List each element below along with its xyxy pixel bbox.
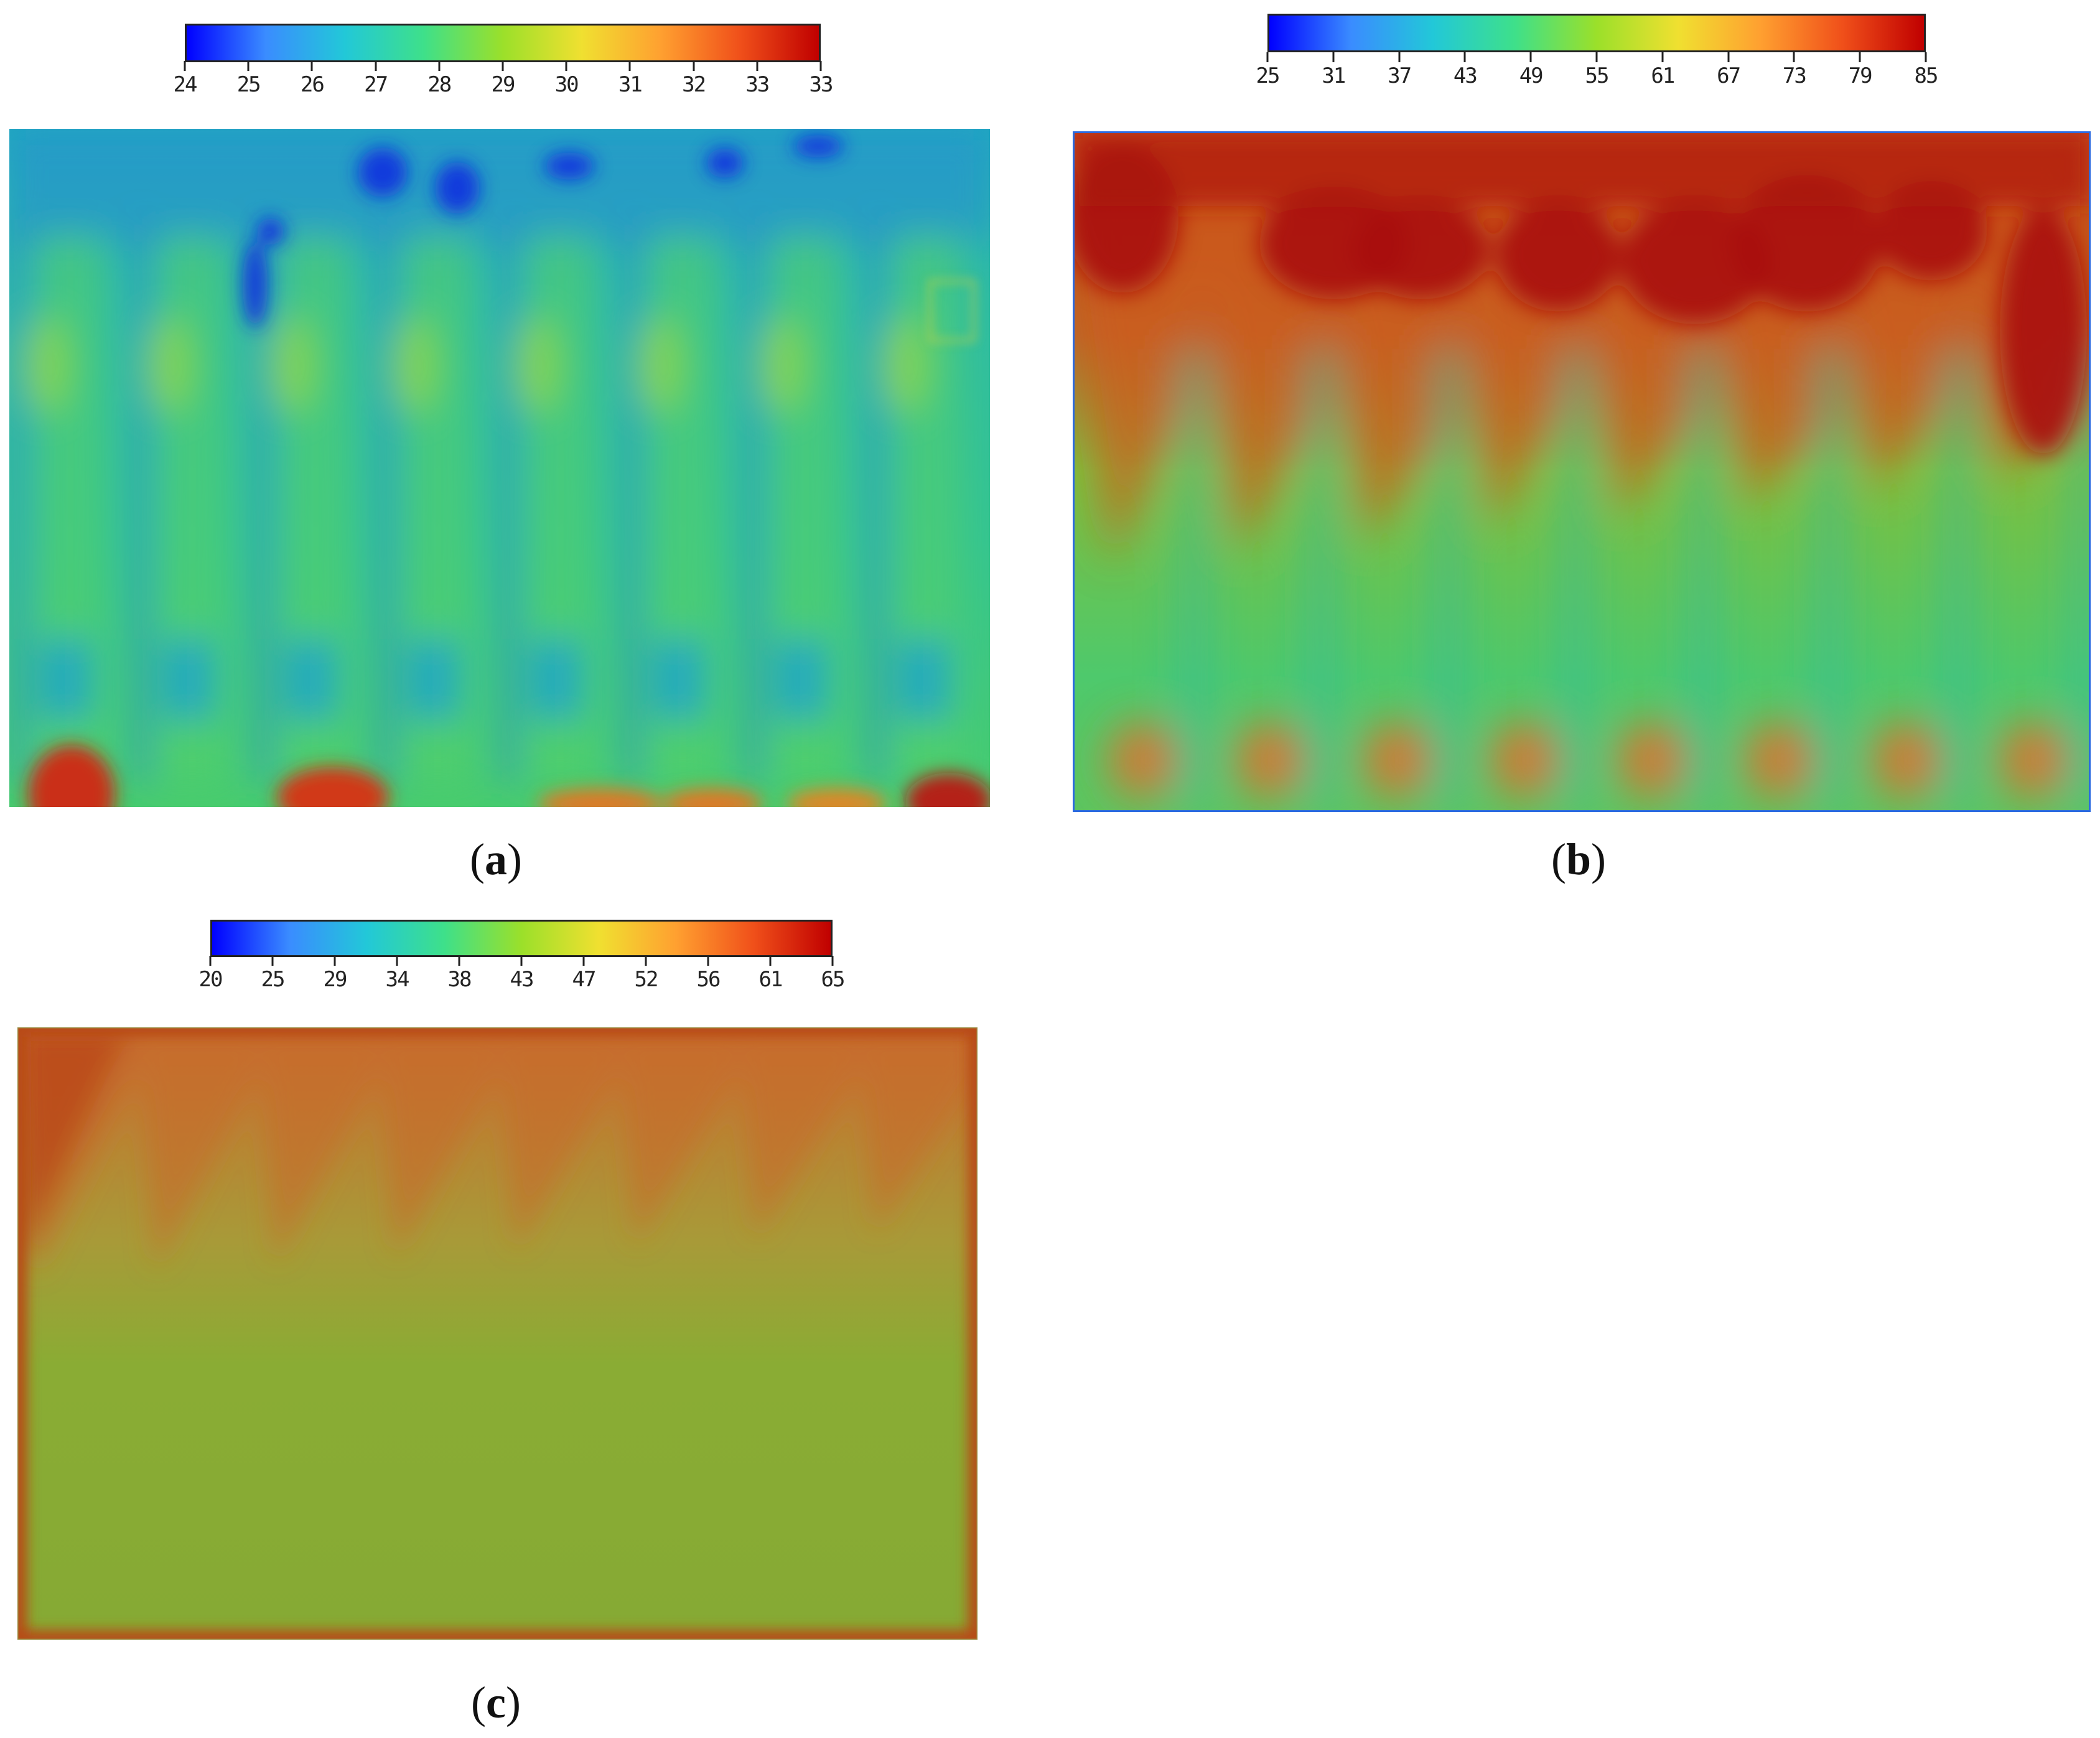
colorbar-tick-label: 25 — [261, 967, 286, 992]
colorbar-a-gradient — [185, 24, 821, 62]
caption-b: (b) — [1551, 834, 1606, 885]
colorbar-c: 20 25 29 34 38 43 47 52 56 61 65 — [199, 920, 845, 992]
colorbar-tick-label: 55 — [1585, 63, 1610, 88]
colorbar-tick-mark — [1859, 52, 1861, 62]
colorbar-tick-mark — [645, 956, 647, 966]
colorbar-tick-label: 49 — [1519, 63, 1544, 88]
colorbar-tick-label: 29 — [491, 72, 516, 97]
colorbar-tick-mark — [1595, 52, 1598, 62]
colorbar-tick-label: 61 — [758, 967, 783, 992]
colorbar-tick-mark — [1793, 52, 1795, 62]
colorbar-tick-mark — [756, 61, 758, 71]
colorbar-a-ticks: 24 25 26 27 28 29 30 31 32 33 33 — [174, 61, 833, 103]
colorbar-tick-mark — [375, 61, 377, 71]
colorbar-tick-mark — [334, 956, 336, 966]
colorbar-tick-mark — [438, 61, 441, 71]
colorbar-tick-mark — [1266, 52, 1269, 62]
colorbar-tick-label: 73 — [1782, 63, 1807, 88]
caption-b-close: ) — [1591, 834, 1607, 884]
heatmap-b — [1073, 131, 2091, 812]
colorbar-tick-label: 30 — [554, 72, 579, 97]
colorbar-tick-label: 79 — [1848, 63, 1873, 88]
heatmap-a — [9, 129, 990, 807]
colorbar-tick-mark — [502, 61, 504, 71]
caption-c-close: ) — [505, 1678, 521, 1727]
colorbar-tick-mark — [693, 61, 695, 71]
colorbar-tick-label: 52 — [634, 967, 659, 992]
colorbar-tick-label: 31 — [618, 72, 643, 97]
colorbar-tick-label: 25 — [236, 72, 261, 97]
colorbar-tick-label: 28 — [427, 72, 452, 97]
colorbar-tick-label: 56 — [696, 967, 721, 992]
colorbar-tick-label: 29 — [323, 967, 348, 992]
caption-b-letter: b — [1566, 834, 1592, 884]
caption-a: (a) — [470, 834, 522, 885]
colorbar-a: 24 25 26 27 28 29 30 31 32 33 33 — [174, 24, 833, 97]
colorbar-tick-label: 85 — [1914, 63, 1939, 88]
caption-b-open: ( — [1551, 834, 1566, 884]
colorbar-tick-mark — [831, 956, 834, 966]
colorbar-tick-label: 20 — [198, 967, 223, 992]
colorbar-tick-mark — [1727, 52, 1730, 62]
colorbar-tick-mark — [565, 61, 567, 71]
colorbar-tick-mark — [707, 956, 709, 966]
caption-a-open: ( — [470, 834, 485, 884]
colorbar-tick-label: 26 — [300, 72, 325, 97]
colorbar-tick-label: 47 — [572, 967, 597, 992]
colorbar-tick-mark — [520, 956, 523, 966]
colorbar-tick-mark — [184, 61, 186, 71]
colorbar-tick-mark — [628, 61, 631, 71]
colorbar-b: 25 31 37 43 49 55 61 67 73 79 85 — [1256, 14, 1938, 88]
colorbar-tick-mark — [582, 956, 585, 966]
colorbar-tick-label: 31 — [1322, 63, 1346, 88]
colorbar-tick-mark — [396, 956, 398, 966]
colorbar-tick-label: 34 — [385, 967, 410, 992]
caption-c-open: ( — [471, 1678, 487, 1727]
colorbar-b-ticks: 25 31 37 43 49 55 61 67 73 79 85 — [1256, 52, 1938, 95]
colorbar-tick-mark — [1332, 52, 1335, 62]
heatmap-c — [17, 1027, 978, 1640]
colorbar-tick-mark — [1529, 52, 1532, 62]
colorbar-tick-mark — [819, 61, 822, 71]
colorbar-tick-label: 33 — [809, 72, 834, 97]
colorbar-tick-mark — [1398, 52, 1401, 62]
caption-a-letter: a — [485, 834, 507, 884]
colorbar-tick-label: 25 — [1256, 63, 1281, 88]
colorbar-tick-mark — [209, 956, 212, 966]
caption-c: (c) — [471, 1677, 521, 1729]
colorbar-tick-mark — [1661, 52, 1664, 62]
colorbar-tick-label: 43 — [1453, 63, 1478, 88]
caption-c-letter: c — [486, 1678, 506, 1727]
colorbar-tick-mark — [769, 956, 772, 966]
colorbar-tick-label: 37 — [1388, 63, 1412, 88]
colorbar-tick-mark — [310, 61, 313, 71]
colorbar-tick-mark — [458, 956, 460, 966]
colorbar-tick-mark — [271, 956, 274, 966]
colorbar-tick-label: 33 — [745, 72, 770, 97]
colorbar-b-gradient — [1267, 14, 1926, 52]
colorbar-c-gradient — [210, 920, 833, 957]
colorbar-tick-mark — [247, 61, 250, 71]
colorbar-tick-label: 27 — [364, 72, 388, 97]
colorbar-tick-label: 43 — [510, 967, 534, 992]
colorbar-tick-label: 67 — [1717, 63, 1741, 88]
colorbar-tick-label: 32 — [682, 72, 706, 97]
colorbar-tick-label: 24 — [173, 72, 198, 97]
colorbar-tick-mark — [1463, 52, 1466, 62]
colorbar-tick-label: 38 — [447, 967, 472, 992]
colorbar-tick-mark — [1925, 52, 1927, 62]
colorbar-tick-label: 65 — [821, 967, 846, 992]
colorbar-c-ticks: 20 25 29 34 38 43 47 52 56 61 65 — [199, 956, 845, 998]
colorbar-tick-label: 61 — [1651, 63, 1675, 88]
caption-a-close: ) — [507, 834, 522, 884]
